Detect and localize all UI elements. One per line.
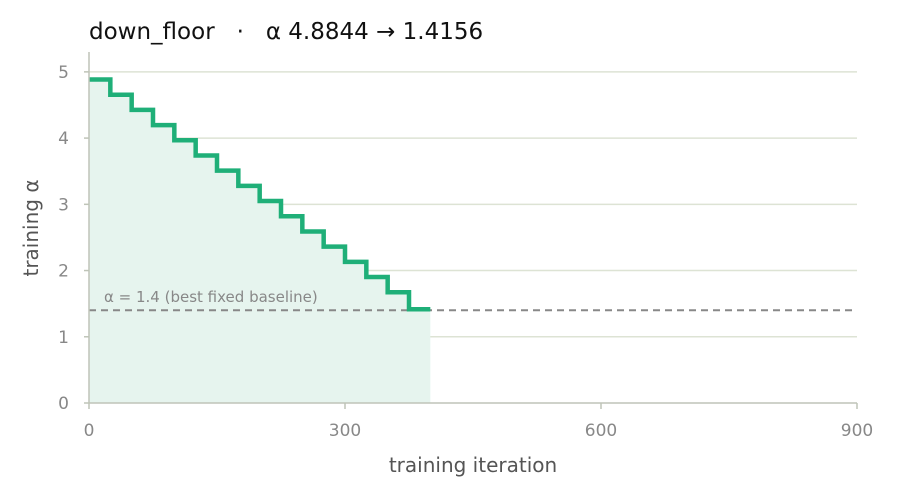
- y-axis-label: training α: [19, 179, 43, 276]
- x-tick-label: 300: [329, 421, 361, 441]
- y-tick-label: 4: [58, 129, 69, 149]
- x-axis-label: training iteration: [389, 453, 557, 477]
- y-tick-label: 3: [58, 195, 69, 215]
- x-tick-label: 900: [841, 421, 873, 441]
- area-fill-layer: [89, 79, 431, 404]
- chart-title: down_floor · α 4.8844 → 1.4156: [89, 19, 483, 45]
- series-step-line: [89, 77, 431, 312]
- y-ticks: 0 1 2 3 4 5: [58, 63, 89, 414]
- reference-line-label: α = 1.4 (best fixed baseline): [104, 288, 318, 306]
- y-tick-label: 0: [58, 394, 69, 414]
- y-tick-label: 1: [58, 328, 69, 348]
- y-tick-label: 2: [58, 262, 69, 282]
- x-tick-label: 0: [84, 421, 95, 441]
- series-area-fill: [89, 79, 431, 404]
- x-tick-label: 600: [585, 421, 617, 441]
- y-tick-label: 5: [58, 63, 69, 83]
- x-ticks: 0 300 600 900: [84, 403, 873, 441]
- series-layer: [88, 77, 431, 312]
